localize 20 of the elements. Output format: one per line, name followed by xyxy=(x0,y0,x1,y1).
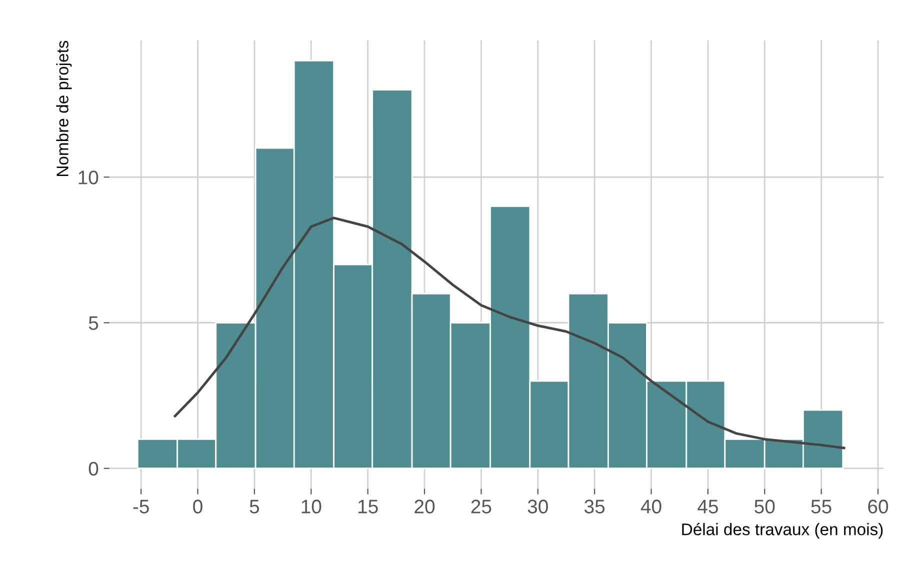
x-tick-label: 0 xyxy=(193,500,202,514)
x-tick-label: 5 xyxy=(250,500,260,514)
x-tick-label: 35 xyxy=(584,500,605,514)
x-tick-label: 30 xyxy=(528,500,548,514)
x-tick-label: 50 xyxy=(754,500,775,514)
x-axis-title: Délai des travaux (en mois) xyxy=(682,522,883,539)
y-tick-label: 10 xyxy=(78,170,98,184)
x-tick-label: 20 xyxy=(414,500,435,514)
x-tick-label: 45 xyxy=(698,500,718,514)
x-tick-label: 15 xyxy=(358,500,378,514)
x-tick-label: 10 xyxy=(302,500,322,514)
x-tick-label: 55 xyxy=(811,500,832,514)
y-axis-title: Nombre de projets xyxy=(56,40,72,176)
x-tick-label: 25 xyxy=(471,500,492,514)
y-tick-label: 0 xyxy=(88,462,98,476)
x-tick-label: 40 xyxy=(640,500,662,514)
y-tick-label: 5 xyxy=(88,316,98,330)
line-series xyxy=(174,216,846,450)
x-tick-label: 60 xyxy=(868,500,888,514)
x-tick-label: -5 xyxy=(133,500,149,514)
